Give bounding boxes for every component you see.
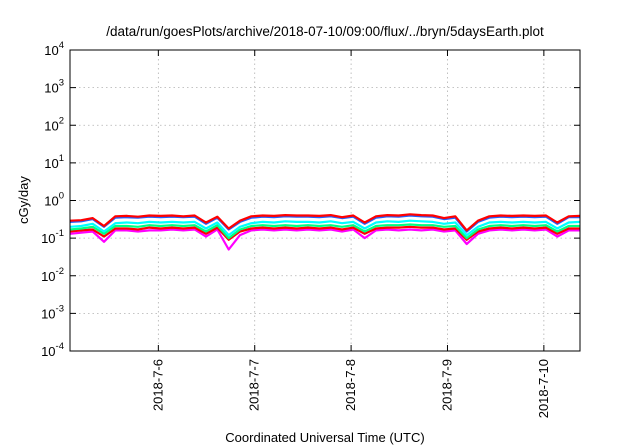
y-tick-exponent: 2	[59, 115, 64, 126]
x-axis-label: Coordinated Universal Time (UTC)	[225, 430, 424, 445]
series-line-3	[69, 223, 580, 240]
y-tick-exponent: 1	[59, 153, 64, 164]
y-tick-label: 101	[44, 153, 64, 171]
y-tick-label: 10-4	[41, 341, 64, 359]
y-tick-label: 104	[44, 40, 64, 58]
series-group	[69, 213, 581, 251]
y-tick-label: 10-3	[41, 303, 64, 321]
x-tick-label: 2018-7-10	[536, 359, 551, 418]
y-tick-label: 103	[44, 78, 64, 96]
x-axis: 2018-7-6 2018-7-7 2018-7-8 2018-7-9 2018-7-1…	[150, 50, 551, 418]
series-line-4	[69, 219, 581, 237]
series-line-1	[69, 228, 580, 251]
grid-lines	[70, 50, 580, 351]
y-tick-exponent: -3	[56, 303, 64, 314]
y-tick-label: 10-1	[41, 228, 64, 246]
x-tick-label: 2018-7-9	[439, 359, 454, 411]
y-axis-label: cGy/day	[16, 176, 31, 224]
y-tick-exponent: -1	[56, 228, 64, 239]
x-tick-label: 2018-7-7	[247, 359, 262, 411]
y-tick-exponent: -4	[56, 341, 64, 352]
x-tick-label: 2018-7-8	[343, 359, 358, 411]
y-tick-label: 100	[44, 191, 64, 209]
x-tick-label: 2018-7-6	[150, 359, 165, 411]
series-line-6	[69, 213, 581, 232]
y-tick-exponent: 0	[59, 191, 64, 202]
y-tick-label: 102	[44, 115, 64, 133]
y-tick-exponent: 4	[59, 40, 64, 51]
chart-title: /data/run/goesPlots/archive/2018-07-10/0…	[106, 24, 544, 39]
y-tick-exponent: -2	[56, 266, 64, 277]
series-line-5	[69, 214, 580, 233]
y-tick-label: 10-2	[41, 266, 64, 284]
y-tick-exponent: 3	[59, 78, 64, 89]
series-line-2	[69, 225, 580, 241]
